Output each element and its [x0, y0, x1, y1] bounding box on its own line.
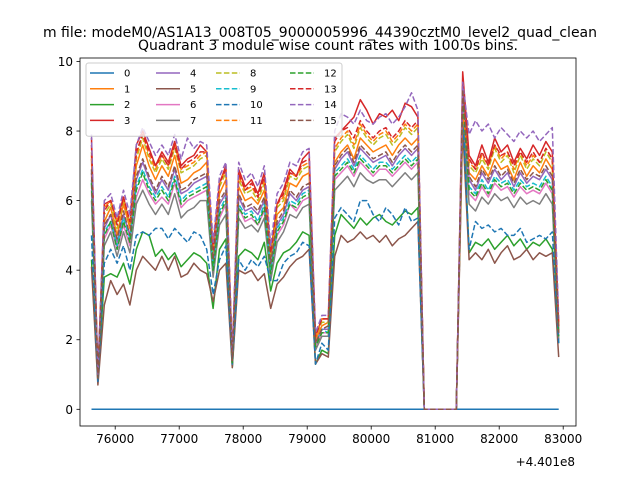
series-line-4 [90, 85, 560, 411]
series-line-13 [90, 85, 560, 411]
y-tick-label: 8 [65, 125, 73, 139]
series-line-10 [90, 112, 560, 411]
chart-title: Quadrant 3 module wise count rates with … [138, 38, 518, 54]
axes-frame [79, 57, 577, 427]
x-tick-label: 76000 [96, 432, 134, 446]
legend-label-9: 9 [250, 84, 256, 95]
x-tick-label: 81000 [416, 432, 454, 446]
axes: 76000 77000 78000 79000 80000 81000 82000 83000… [58, 55, 583, 446]
legend-label-7: 7 [190, 116, 196, 127]
x-tick-label: 80000 [352, 432, 390, 446]
legend-label-6: 6 [190, 100, 196, 111]
legend-label-0: 0 [124, 69, 130, 80]
y-tick-label: 2 [65, 333, 73, 347]
legend-label-14: 14 [324, 100, 337, 111]
series-line-15 [90, 88, 560, 411]
y-tick-label: 6 [65, 194, 73, 208]
x-tick-label: 78000 [224, 432, 262, 446]
legend-label-13: 13 [324, 84, 337, 95]
legend-label-12: 12 [324, 69, 337, 80]
figure-suptitle: m file: modeM0/AS1A13_008T05_9000005996_… [43, 25, 597, 41]
legend-box [85, 62, 343, 137]
series-line-8 [90, 88, 560, 411]
legend-label-5: 5 [190, 84, 196, 95]
legend-label-8: 8 [250, 69, 256, 80]
series-line-7 [90, 109, 560, 411]
y-tick-label: 0 [65, 403, 73, 417]
series-line-1 [90, 95, 560, 411]
series-line-11 [90, 112, 560, 411]
legend-label-3: 3 [124, 116, 130, 127]
y-tick-label: 4 [65, 264, 73, 278]
x-tick-label: 82000 [480, 432, 518, 446]
legend-label-1: 1 [124, 84, 130, 95]
series-line-14 [90, 81, 560, 411]
series-line-2 [90, 102, 560, 411]
series-line-9 [90, 92, 560, 411]
legend-label-2: 2 [124, 100, 130, 111]
x-tick-label: 77000 [160, 432, 198, 446]
series-line-5 [90, 126, 560, 411]
legend-label-10: 10 [250, 100, 263, 111]
x-tick-label: 79000 [288, 432, 326, 446]
plot-area [90, 71, 560, 411]
series-line-12 [90, 95, 560, 411]
y-tick-label: 10 [58, 55, 73, 69]
x-offset-text: +4.401e8 [516, 455, 575, 469]
legend-label-4: 4 [190, 69, 196, 80]
legend-label-15: 15 [324, 116, 337, 127]
legend-label-11: 11 [250, 116, 263, 127]
series-line-6 [90, 98, 560, 411]
x-tick-label: 83000 [544, 432, 582, 446]
